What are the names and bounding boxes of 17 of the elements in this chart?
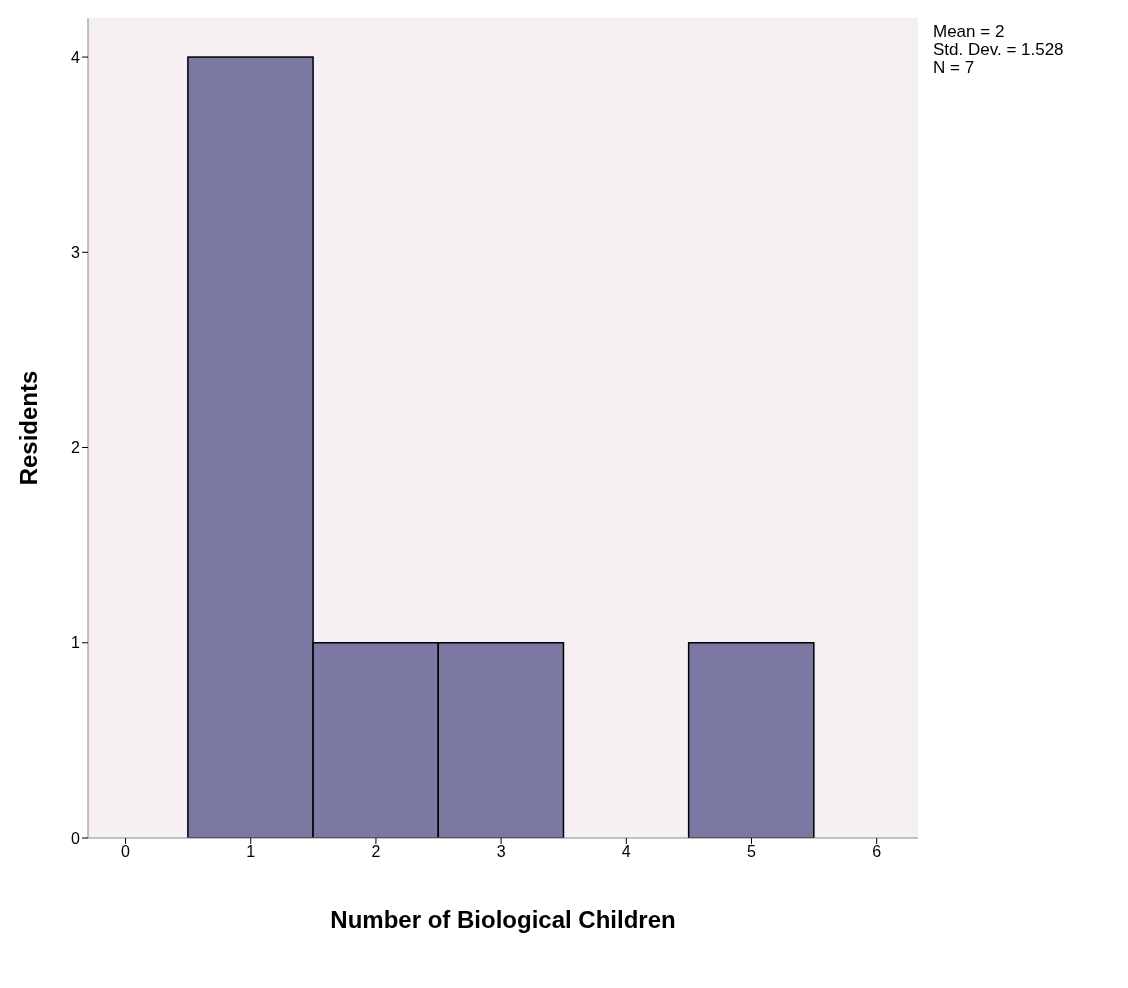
x-tick-label: 0	[121, 843, 131, 861]
x-axis-title: Number of Biological Children	[330, 906, 676, 933]
y-tick-label: 2	[71, 439, 81, 457]
y-tick-label: 1	[71, 634, 81, 652]
y-tick-label: 3	[71, 243, 81, 261]
y-tick-label: 4	[71, 48, 81, 66]
x-tick-label: 1	[246, 843, 256, 861]
y-tick-label: 0	[71, 829, 81, 847]
x-tick-label: 2	[371, 843, 381, 861]
x-tick-label: 5	[747, 843, 757, 861]
text: N = 7	[933, 58, 976, 77]
y-axis-title: Residents	[14, 370, 42, 486]
text: Std. Dev. = 1.528	[933, 40, 1064, 59]
x-tick-label: 3	[496, 843, 506, 861]
x-tick-label: 6	[872, 843, 882, 861]
text: Mean = 2	[933, 22, 1006, 41]
x-tick-label: 4	[621, 843, 631, 861]
